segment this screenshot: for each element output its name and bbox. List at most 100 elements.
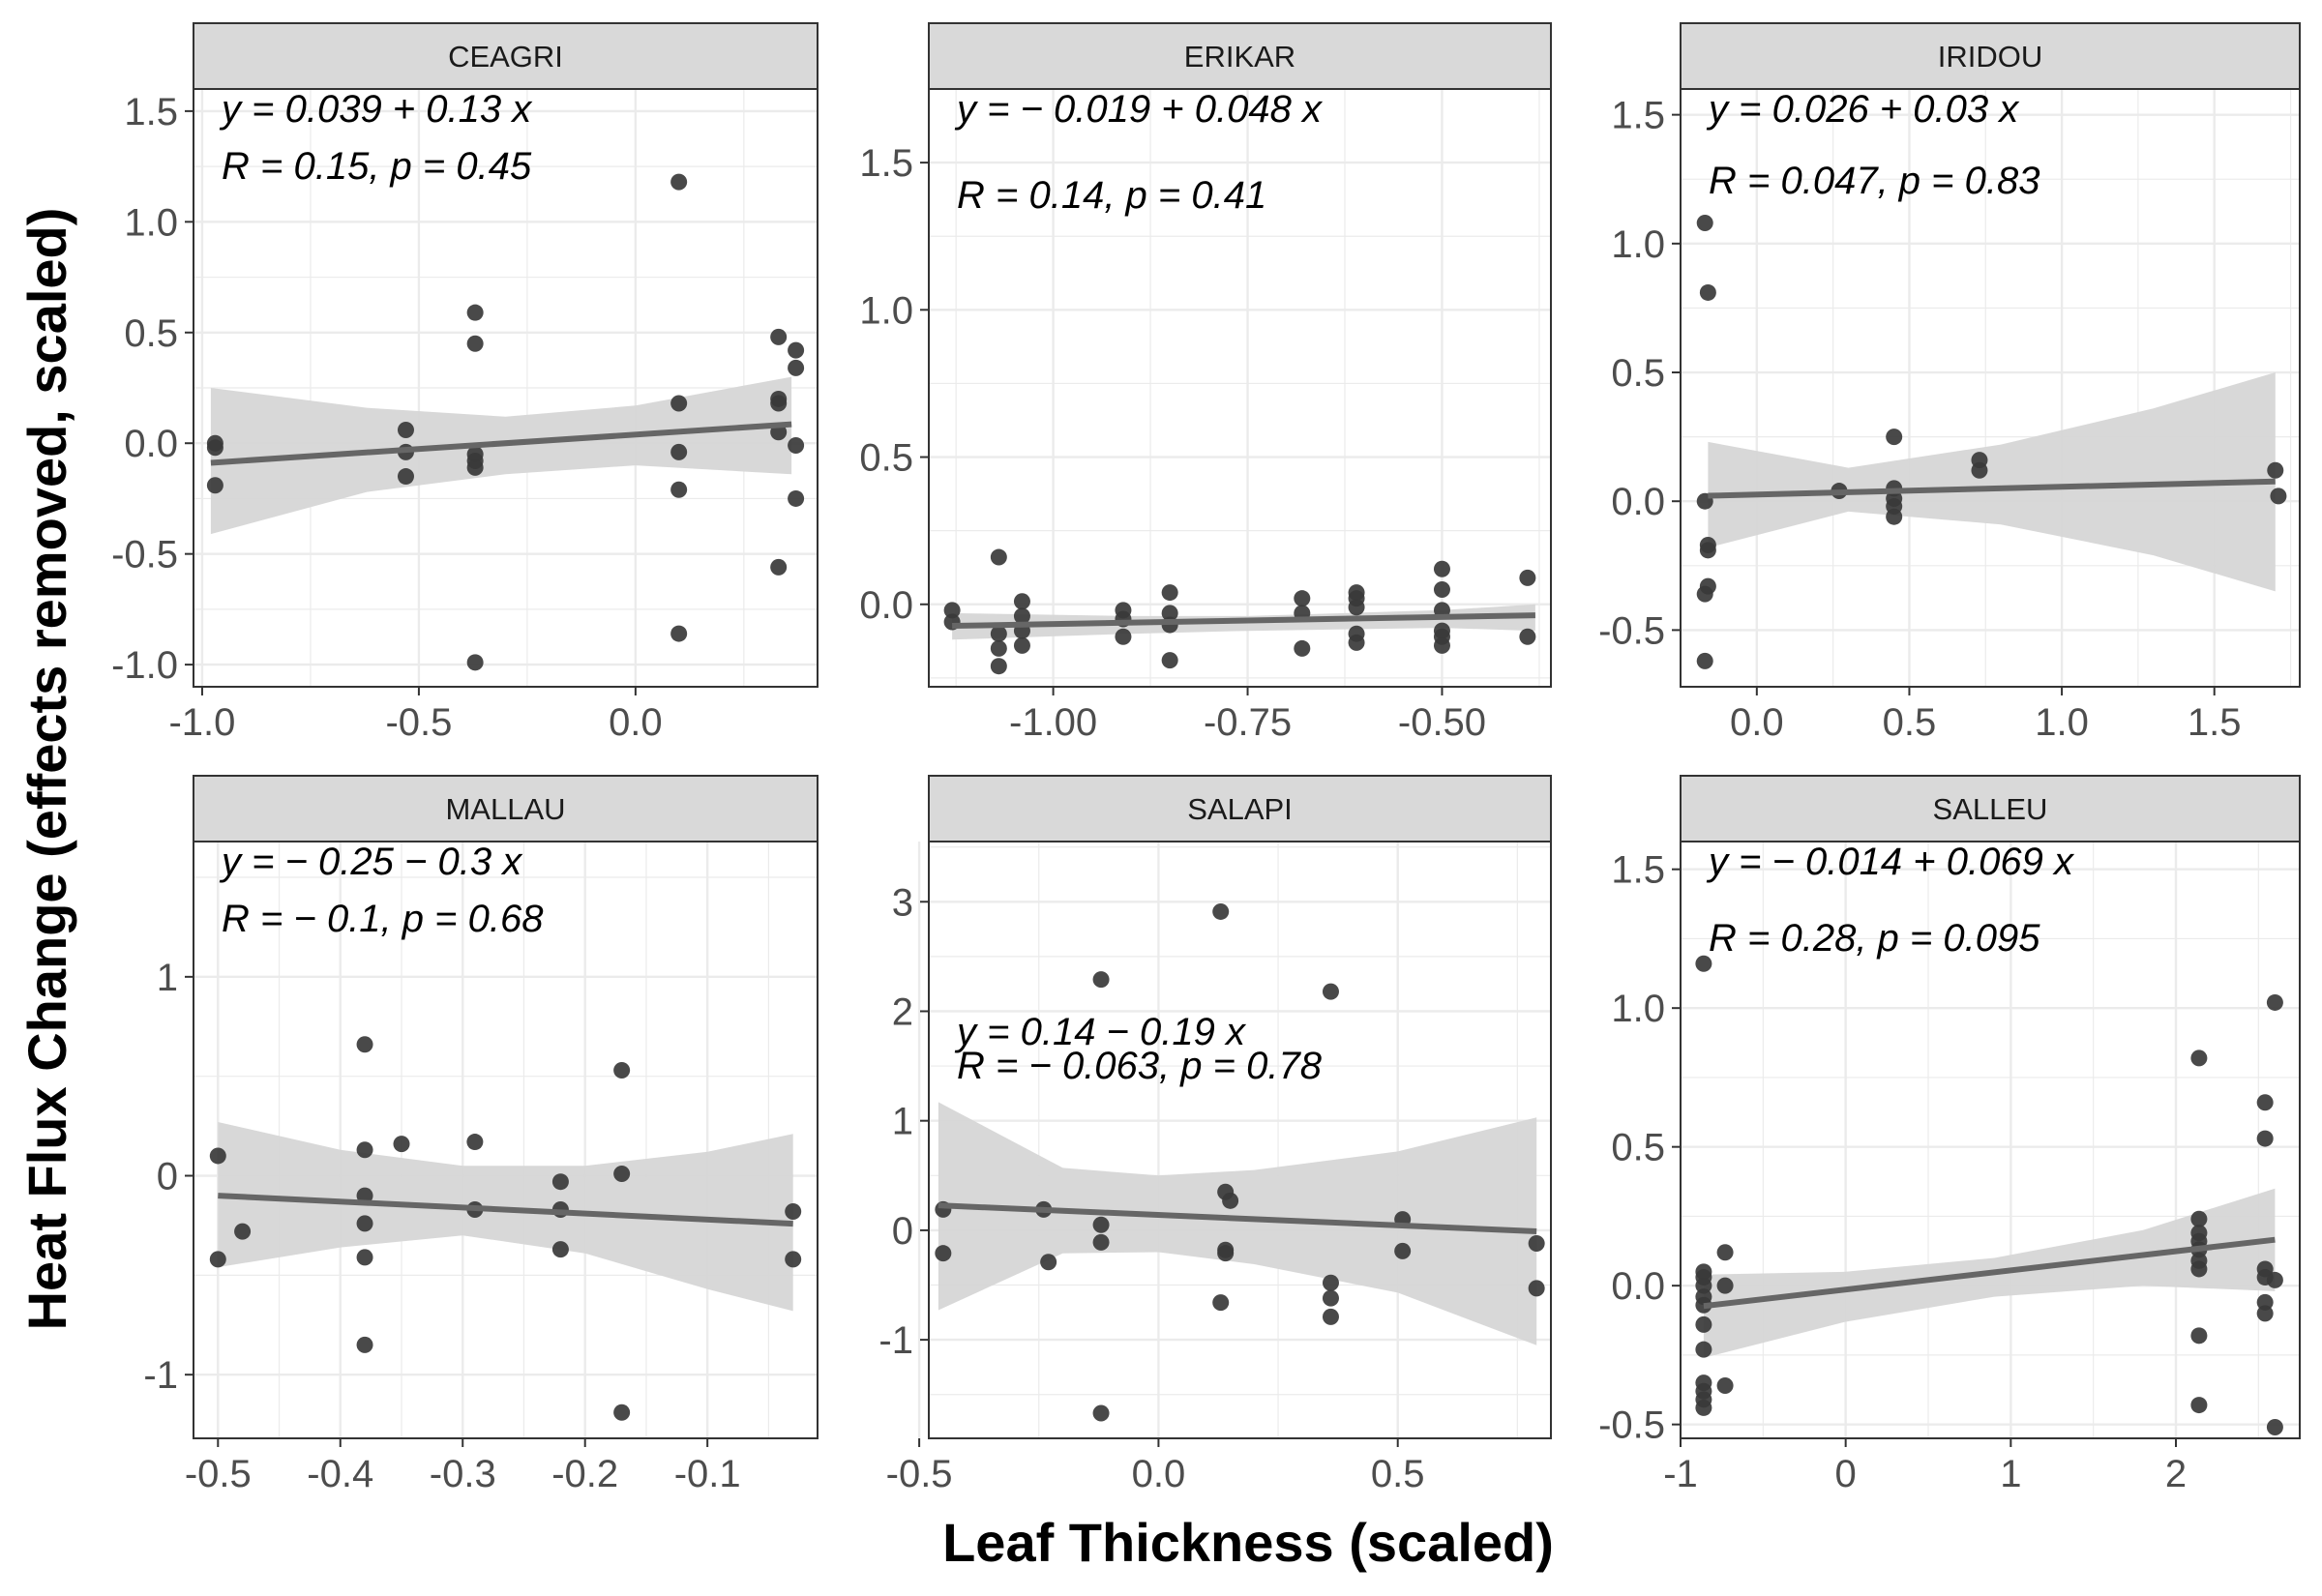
- data-point: [1222, 1192, 1239, 1209]
- data-point: [990, 639, 1007, 657]
- strip-label: MALLAU: [445, 792, 565, 826]
- y-tick-label: 0: [892, 1210, 913, 1253]
- data-point: [1322, 1308, 1339, 1325]
- confidence-ribbon: [218, 1122, 793, 1312]
- y-tick-label: 1.5: [859, 142, 913, 185]
- regression-line: [952, 612, 1535, 630]
- data-point: [466, 304, 484, 321]
- x-tick-label: -0.50: [1398, 701, 1486, 744]
- regression-line: [210, 421, 792, 466]
- x-tick-label: 0.0: [1132, 1453, 1186, 1495]
- data-point: [397, 468, 414, 486]
- regression-line: [1703, 1236, 2276, 1310]
- data-point: [2256, 1094, 2274, 1111]
- panels-layer: CEAGRI -1.0 -0.5 0.0 -1.0 -0.5 0.0 0.5 1.0 1.5 y =…: [111, 22, 2301, 1495]
- confidence-ribbon: [210, 376, 792, 535]
- data-point: [2190, 1397, 2208, 1414]
- data-point: [770, 395, 788, 412]
- data-point: [613, 1062, 631, 1079]
- y-tick-label: 1: [892, 1101, 913, 1143]
- strip-background: [1680, 775, 2301, 842]
- y-tick-label: 2: [892, 990, 913, 1033]
- data-point: [1695, 1399, 1712, 1416]
- x-tick-label: -0.5: [886, 1453, 953, 1495]
- data-point: [551, 1241, 569, 1258]
- data-point: [234, 1223, 252, 1240]
- x-tick-label: -1.00: [1009, 701, 1097, 744]
- data-point: [1115, 628, 1132, 645]
- x-tick-label: -0.2: [551, 1453, 618, 1495]
- x-tick-label: 0.5: [1371, 1453, 1425, 1495]
- y-tick-label: 1.5: [1611, 95, 1665, 137]
- y-tick-label: -1.0: [111, 644, 178, 687]
- x-tick-label: 1.5: [2188, 701, 2242, 744]
- data-point: [1528, 1234, 1545, 1252]
- y-tick-label: 0.0: [1611, 1265, 1665, 1308]
- correlation-stats: R = 0.14, p = 0.41: [957, 174, 1266, 217]
- data-point: [670, 395, 688, 412]
- data-point: [2256, 1130, 2274, 1147]
- data-point: [2190, 1260, 2208, 1278]
- data-point: [1528, 1280, 1545, 1297]
- data-point: [1013, 636, 1030, 654]
- y-tick-label: 1.5: [1611, 849, 1665, 892]
- y-tick-label: 0.5: [1611, 1127, 1665, 1169]
- data-point: [1716, 1376, 1734, 1394]
- data-point: [935, 1245, 952, 1262]
- data-point: [613, 1404, 631, 1421]
- data-point: [670, 625, 688, 642]
- data-point: [1212, 1294, 1230, 1312]
- y-tick-label: 1: [157, 957, 178, 999]
- y-tick-label: 1.0: [1611, 223, 1665, 266]
- strip-label: IRIDOU: [1938, 40, 2043, 74]
- confidence-ribbon: [1708, 372, 2276, 592]
- x-tick-label: -0.4: [307, 1453, 373, 1495]
- y-tick-label: 1.0: [1611, 988, 1665, 1030]
- panel-background: [1681, 89, 2300, 687]
- data-point: [356, 1336, 373, 1353]
- data-point: [1433, 636, 1450, 654]
- x-tick-label: 0.0: [1730, 701, 1784, 744]
- data-point: [1322, 1274, 1339, 1291]
- y-tick-label: 0.5: [1611, 352, 1665, 395]
- data-point: [1348, 634, 1365, 651]
- data-point: [1433, 560, 1450, 577]
- data-point: [466, 1134, 484, 1151]
- data-point: [1092, 1216, 1110, 1233]
- data-point: [397, 421, 414, 438]
- data-point: [356, 1141, 373, 1159]
- data-point: [2190, 1327, 2208, 1345]
- data-point: [1040, 1254, 1057, 1271]
- y-tick-label: 0: [157, 1156, 178, 1198]
- y-tick-label: 0.0: [124, 423, 178, 465]
- x-tick-label: -0.5: [385, 701, 452, 744]
- regression-equation: y = − 0.014 + 0.069 x: [1706, 841, 2075, 883]
- data-point: [206, 439, 223, 457]
- data-point: [1013, 607, 1030, 625]
- y-tick-label: 1.5: [124, 91, 178, 133]
- regression-equation: y = − 0.019 + 0.048 x: [954, 88, 1324, 131]
- correlation-stats: R = 0.28, p = 0.095: [1709, 917, 2040, 960]
- regression-line: [1708, 478, 2276, 499]
- data-point: [1161, 605, 1178, 622]
- data-point: [1699, 577, 1716, 595]
- x-tick-label: -0.5: [185, 1453, 252, 1495]
- data-point: [466, 335, 484, 352]
- data-point: [788, 359, 805, 376]
- data-point: [788, 341, 805, 359]
- data-point: [2256, 1305, 2274, 1322]
- regression-equation: y = − 0.25 − 0.3 x: [219, 841, 523, 883]
- panel-background: [194, 842, 818, 1438]
- x-tick-label: 0: [1835, 1453, 1857, 1495]
- data-point: [1971, 461, 1988, 479]
- data-point: [1212, 902, 1230, 920]
- data-point: [770, 328, 788, 345]
- data-point: [1433, 581, 1450, 599]
- x-tick-label: 0.5: [1883, 701, 1937, 744]
- data-point: [1716, 1244, 1734, 1261]
- y-tick-label: 0.5: [859, 437, 913, 480]
- data-point: [466, 654, 484, 671]
- panel-erikar: ERIKAR -1.00 -0.75 -0.50 0.0 0.5 1.0 1.5 y = − 0…: [859, 22, 1552, 744]
- data-point: [990, 625, 1007, 642]
